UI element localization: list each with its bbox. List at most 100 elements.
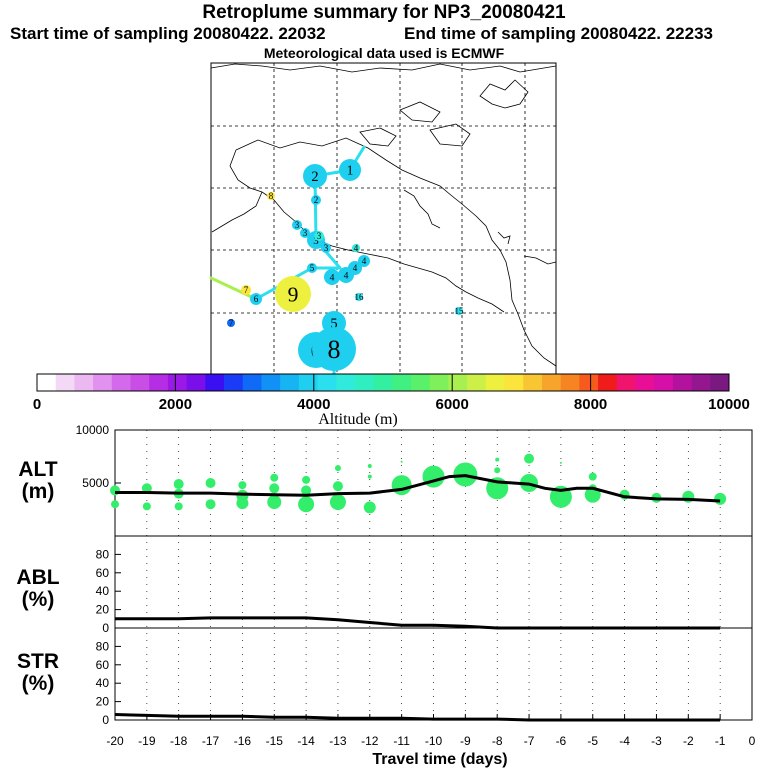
map-marker-label: 3 — [295, 220, 300, 230]
map-marker: 15 — [455, 306, 465, 316]
colorbar-cell — [37, 374, 57, 391]
map-marker-dot — [307, 263, 317, 273]
colorbar-cell — [672, 374, 692, 391]
y-axis-unit: (%) — [22, 672, 55, 695]
alt-dot — [269, 483, 280, 494]
alt-dot — [329, 494, 346, 511]
colorbar-cell — [261, 374, 281, 391]
colorbar-cell — [523, 374, 543, 391]
map-marker-dot — [292, 220, 302, 230]
alt-dot — [549, 485, 572, 508]
colorbar-cell — [579, 374, 599, 391]
y-tick-label: 5000 — [82, 476, 109, 490]
alt-dot — [495, 457, 500, 462]
colorbar-cell — [691, 374, 711, 391]
colorbar-cell — [242, 374, 262, 391]
x-tick-label: -1 — [715, 734, 726, 748]
x-tick-label: 0 — [749, 734, 756, 748]
end-time-text: End time of sampling 20080422. 22233 — [404, 24, 713, 43]
header: Retroplume summary for NP3_20080421 Star… — [0, 0, 768, 64]
colorbar-cell — [411, 374, 431, 391]
colorbar-cell — [541, 374, 562, 391]
y-tick-label: 0 — [102, 713, 109, 727]
alt-dot — [494, 467, 501, 474]
colorbar-cell — [111, 374, 131, 391]
alt-dot — [267, 495, 282, 510]
y-tick-label: 10000 — [76, 423, 110, 437]
map-marker-label: 3 — [317, 231, 322, 241]
colorbar-cell — [130, 374, 150, 391]
x-tick-label: -14 — [297, 734, 315, 748]
map-marker-label: 7 — [229, 318, 234, 328]
map-marker-label: 5 — [310, 263, 315, 273]
page-title: Retroplume summary for NP3_20080421 — [202, 2, 566, 23]
map-marker-dot — [352, 244, 360, 252]
alt-dot — [391, 475, 412, 496]
colorbar-cell — [354, 374, 375, 391]
x-tick-label: -5 — [587, 734, 598, 748]
x-tick-label: -12 — [361, 734, 379, 748]
map-marker-dot — [338, 267, 354, 283]
map-marker: 4 — [358, 255, 370, 267]
map-marker-dot — [300, 228, 310, 238]
map-marker: 2 — [303, 164, 327, 188]
map-marker: 7 — [241, 285, 251, 295]
colorbar-cell — [74, 374, 94, 391]
x-tick-label: -6 — [556, 734, 567, 748]
y-tick-label: 40 — [96, 676, 110, 690]
x-tick-label: -20 — [106, 734, 124, 748]
alt-dot — [174, 502, 183, 511]
x-axis-label: Travel time (days) — [372, 751, 507, 768]
x-tick-label: -19 — [138, 734, 156, 748]
map-marker-label: 4 — [330, 272, 335, 283]
colorbar-tick-label: 6000 — [436, 396, 469, 413]
map-marker-label: 3 — [313, 235, 318, 247]
x-tick-label: -7 — [524, 734, 535, 748]
y-tick-label: 40 — [96, 584, 110, 598]
colorbar-cell — [467, 374, 487, 391]
colorbar-tick-label: 8000 — [574, 396, 607, 413]
x-tick-label: -2 — [683, 734, 694, 748]
colorbar-cell — [504, 374, 524, 391]
map-marker-label: 1 — [347, 163, 354, 178]
colorbar-cell — [167, 374, 188, 391]
alt-dot — [141, 483, 152, 494]
alt-dot — [559, 461, 562, 464]
map-marker-dot — [358, 255, 370, 267]
alt-dot — [302, 475, 311, 484]
alt-dot — [301, 485, 312, 496]
alt-dot — [524, 453, 535, 464]
alt-dot — [332, 481, 343, 492]
map-marker-label: 16 — [355, 292, 365, 302]
colorbar-cell — [429, 374, 449, 391]
y-axis-unit: (%) — [22, 588, 55, 611]
map-marker-label: 7 — [244, 285, 249, 295]
start-time-text: Start time of sampling 20080422. 22032 — [10, 24, 326, 43]
y-tick-label: 80 — [96, 639, 110, 653]
map-marker-label: 15 — [455, 306, 465, 316]
map-marker: 4 — [338, 267, 354, 283]
colorbar-cell — [710, 374, 730, 391]
map-markers: 12233333444445678916157568 — [227, 159, 464, 371]
map-marker: 2 — [311, 195, 321, 205]
map-marker: 8 — [267, 191, 275, 201]
y-tick-label: 0 — [102, 621, 109, 635]
map-marker-dot — [312, 327, 356, 371]
x-tick-label: -16 — [234, 734, 252, 748]
x-tick-label: -18 — [170, 734, 188, 748]
alt-panel: ALT(m) 10000 5000 — [18, 423, 727, 514]
y-tick-label: 60 — [96, 658, 110, 672]
x-tick-label: -11 — [393, 734, 410, 748]
map-marker-label: 4 — [344, 270, 349, 281]
map-marker: 1 — [339, 159, 361, 181]
alt-dot — [142, 502, 151, 511]
alt-dot — [367, 474, 372, 479]
y-axis-label: STR — [17, 650, 59, 673]
colorbar-tick-label: 10000 — [708, 396, 750, 413]
map-marker: 7 — [227, 318, 235, 328]
y-tick-label: 20 — [96, 603, 110, 617]
alt-dot — [205, 478, 216, 488]
colorbar-cell — [560, 374, 580, 391]
altitude-colorbar: 0 2000 4000 6000 8000 10000 Altitude (m) — [33, 373, 750, 428]
